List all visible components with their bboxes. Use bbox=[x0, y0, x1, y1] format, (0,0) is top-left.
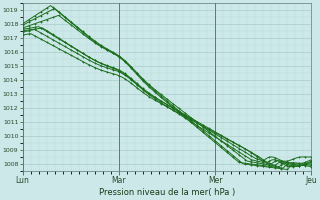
X-axis label: Pression niveau de la mer( hPa ): Pression niveau de la mer( hPa ) bbox=[99, 188, 235, 197]
